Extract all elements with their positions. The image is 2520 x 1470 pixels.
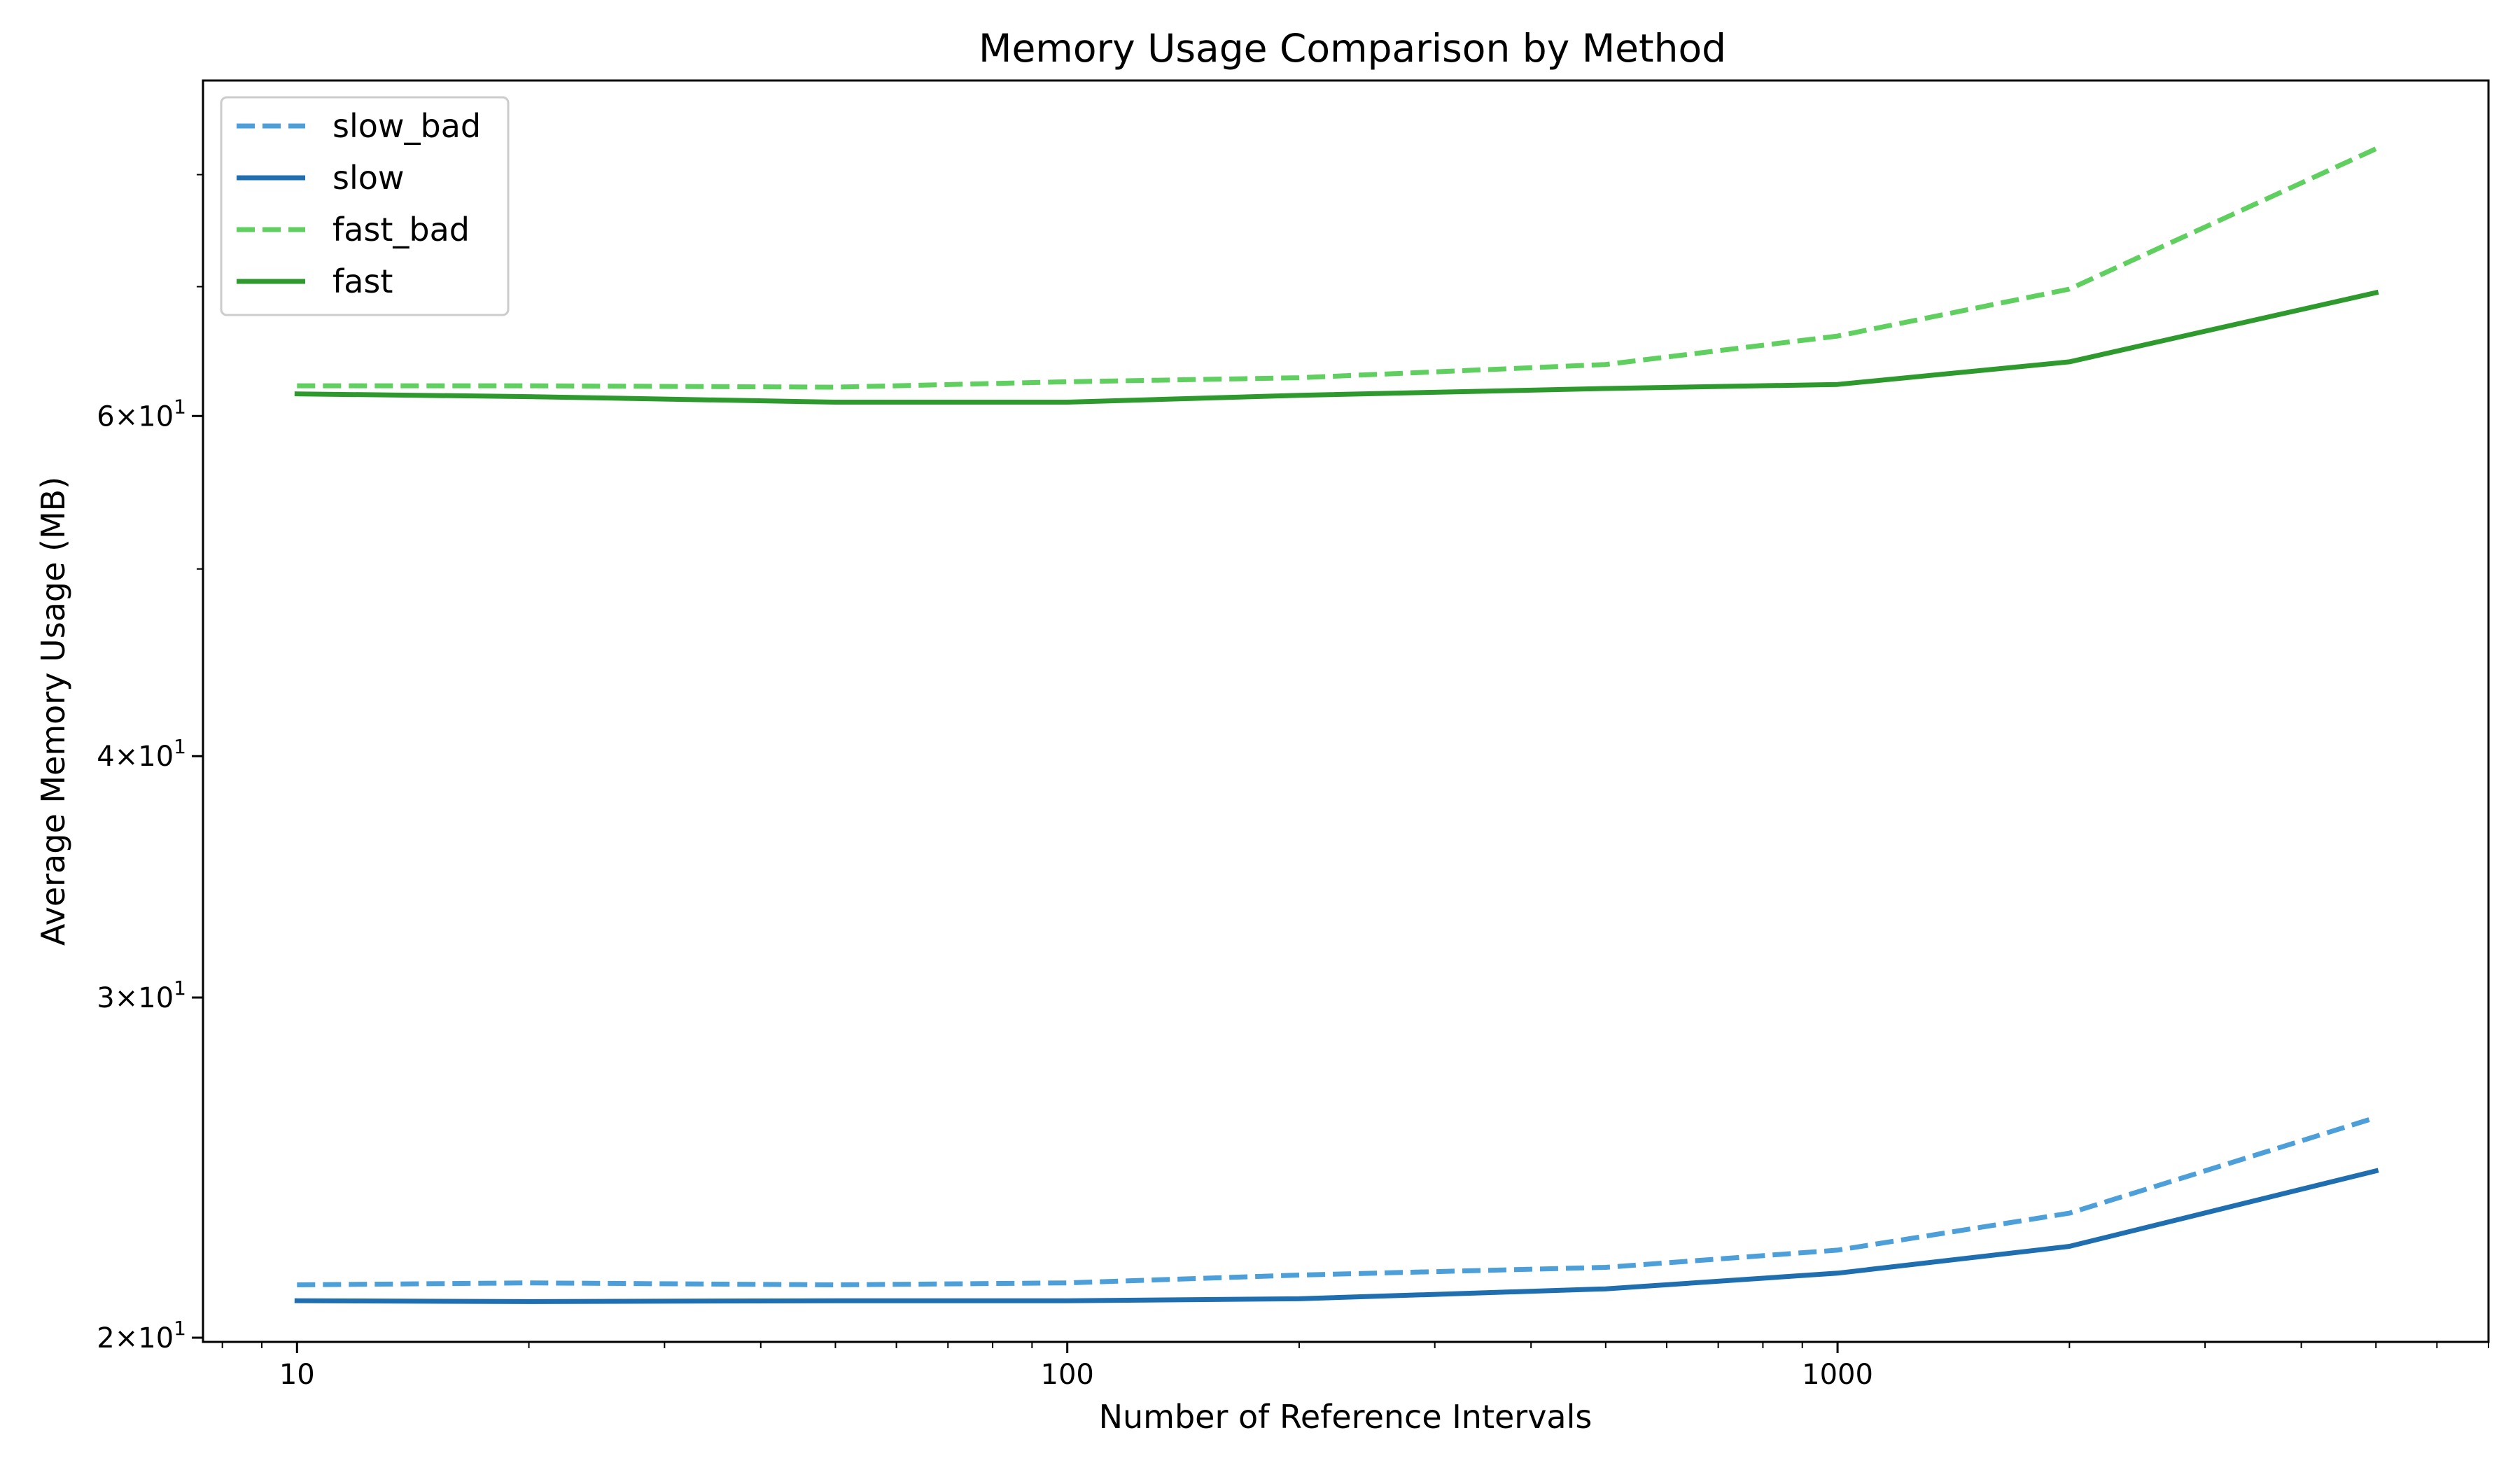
- x-axis-label: Number of Reference Intervals: [1099, 1398, 1592, 1436]
- x-tick-label: 1000: [1802, 1359, 1873, 1391]
- legend-box: [220, 96, 510, 316]
- x-tick-label: 10: [279, 1359, 315, 1391]
- chart-title: Memory Usage Comparison by Method: [979, 26, 1726, 71]
- series-line-slow-bad: [297, 1115, 2377, 1287]
- y-axis: 2×101 3×101 4×101 6×101: [97, 174, 203, 1354]
- legend-label: slow_bad: [332, 107, 481, 145]
- legend-label: slow: [332, 159, 405, 197]
- y-tick-label: 3×101: [97, 976, 186, 1014]
- x-axis: 10 100 1000: [221, 1342, 2489, 1391]
- y-tick-label: 4×101: [97, 735, 186, 773]
- plot-area: [294, 146, 2379, 1304]
- series-line-fast-bad: [297, 146, 2377, 390]
- legend-label: fast: [332, 262, 393, 300]
- legend-label: fast_bad: [332, 211, 470, 248]
- y-tick-label: 6×101: [97, 395, 186, 433]
- series-line-slow: [294, 1168, 2379, 1304]
- y-tick-label: 2×101: [97, 1317, 186, 1354]
- series-line-fast: [294, 289, 2379, 405]
- x-tick-label: 100: [1041, 1359, 1094, 1391]
- plot-frame: [202, 79, 2490, 1343]
- y-axis-label: Average Memory Usage (MB): [34, 477, 72, 946]
